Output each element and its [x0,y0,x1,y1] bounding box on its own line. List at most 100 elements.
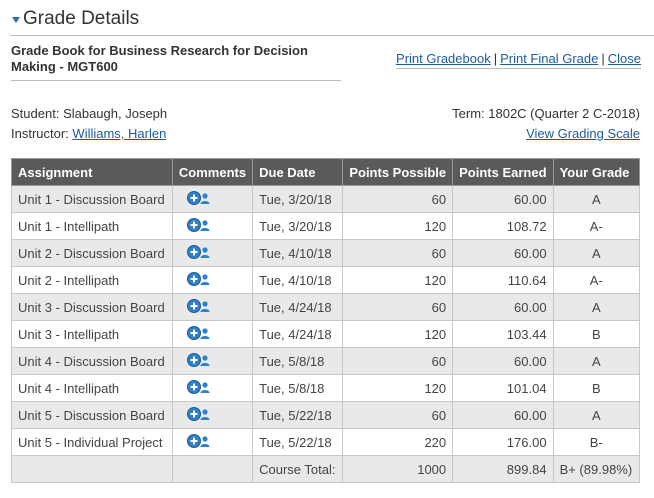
points-possible-cell: 120 [342,320,454,348]
view-grading-scale-link[interactable]: View Grading Scale [526,126,640,141]
student-info: Student: Slabaugh, Joseph Instructor: Wi… [11,104,167,144]
instructor-name-link[interactable]: Williams, Harlen [72,126,167,141]
close-link[interactable]: Close [607,51,641,66]
table-row: Unit 4 - Discussion Board Tue, 5/8/18 60 60… [11,347,641,375]
table-row: Unit 1 - Intellipath Tue, 3/20/18 120 108.7… [11,212,641,240]
comment-add-user-icon[interactable] [186,406,211,425]
due-date-cell: Tue, 4/10/18 [252,266,344,294]
comments-cell [171,374,254,402]
points-earned-cell: 60.00 [452,347,554,375]
points-possible-cell: 60 [342,293,454,321]
assignment-cell: Unit 2 - Intellipath [11,266,173,294]
grades-table: Assignment Comments Due Date Points Poss… [11,158,641,483]
comments-cell [171,428,254,456]
assignment-cell: Unit 5 - Discussion Board [11,401,173,429]
due-date-cell: Tue, 3/20/18 [252,185,344,213]
points-earned-cell: 108.72 [452,212,554,240]
points-earned-cell: 60.00 [452,239,554,267]
points-earned-cell: 101.04 [452,374,554,402]
table-row: Unit 4 - Intellipath Tue, 5/8/18 120 101.04… [11,374,641,402]
comment-add-user-icon[interactable] [186,244,211,263]
comments-cell [171,212,254,240]
total-points-possible: 1000 [342,455,454,483]
points-earned-cell: 60.00 [452,293,554,321]
comments-cell [171,293,254,321]
table-row: Unit 2 - Intellipath Tue, 4/10/18 120 110.6… [11,266,641,294]
comments-cell [171,185,254,213]
student-label: Student: [11,106,60,121]
due-date-cell: Tue, 5/22/18 [252,401,344,429]
due-date-cell: Tue, 4/10/18 [252,239,344,267]
table-row: Unit 5 - Individual Project Tue, 5/22/18 2… [11,428,641,456]
table-row: Unit 1 - Discussion Board Tue, 3/20/18 60 6… [11,185,641,213]
comment-add-user-icon[interactable] [186,352,211,371]
table-body: Unit 1 - Discussion Board Tue, 3/20/18 60 6… [11,185,641,483]
gradebook-actions: Print Gradebook | Print Final Grade | Close [396,51,641,69]
grade-cell: A [552,347,641,375]
comment-add-user-icon[interactable] [186,379,211,398]
points-possible-cell: 120 [342,266,454,294]
comment-add-user-icon[interactable] [186,325,211,344]
grade-cell: A [552,185,641,213]
points-possible-cell: 120 [342,374,454,402]
col-header-assignment[interactable]: Assignment [11,158,173,186]
term-text: Term: 1802C (Quarter 2 C-2018) [452,106,640,121]
comment-add-user-icon[interactable] [186,433,211,452]
col-header-your-grade[interactable]: Your Grade [552,158,641,186]
assignment-cell: Unit 5 - Individual Project [11,428,173,456]
separator: | [493,51,498,66]
due-date-cell: Tue, 5/22/18 [252,428,344,456]
comments-cell [171,347,254,375]
comment-add-user-icon[interactable] [186,271,211,290]
comments-cell [171,266,254,294]
due-date-cell: Tue, 3/20/18 [252,212,344,240]
points-possible-cell: 60 [342,239,454,267]
grade-cell: A [552,239,641,267]
due-date-cell: Tue, 4/24/18 [252,320,344,348]
points-earned-cell: 176.00 [452,428,554,456]
assignment-cell: Unit 4 - Discussion Board [11,347,173,375]
points-possible-cell: 120 [342,212,454,240]
assignment-cell: Unit 3 - Intellipath [11,320,173,348]
total-grade: B+ (89.98%) [552,455,641,483]
grade-details-header: Grade Details [10,6,654,36]
table-row: Unit 3 - Intellipath Tue, 4/24/18 120 103.4… [11,320,641,348]
grade-cell: A [552,401,641,429]
comment-add-user-icon[interactable] [186,217,211,236]
instructor-label: Instructor: [11,126,69,141]
print-gradebook-link[interactable]: Print Gradebook [396,51,491,66]
comments-cell [171,239,254,267]
points-possible-cell: 60 [342,401,454,429]
col-header-comments[interactable]: Comments [171,158,254,186]
print-final-grade-link[interactable]: Print Final Grade [500,51,599,66]
assignment-cell: Unit 3 - Discussion Board [11,293,173,321]
total-points-earned: 899.84 [452,455,554,483]
caret-down-icon[interactable] [12,17,20,23]
gradebook-title: Grade Book for Business Research for Dec… [11,43,341,81]
assignment-cell: Unit 2 - Discussion Board [11,239,173,267]
grade-cell: B [552,374,641,402]
empty-cell [11,455,173,483]
col-header-due-date[interactable]: Due Date [252,158,344,186]
assignment-cell: Unit 1 - Discussion Board [11,185,173,213]
comment-add-user-icon[interactable] [186,190,211,209]
student-line: Student: Slabaugh, Joseph [11,104,167,124]
term-info: Term: 1802C (Quarter 2 C-2018) View Grad… [452,104,640,144]
grade-cell: A- [552,266,641,294]
table-row: Unit 5 - Discussion Board Tue, 5/22/18 60 6… [11,401,641,429]
points-earned-cell: 60.00 [452,185,554,213]
points-possible-cell: 60 [342,185,454,213]
due-date-cell: Tue, 5/8/18 [252,347,344,375]
table-row: Unit 3 - Discussion Board Tue, 4/24/18 60 6… [11,293,641,321]
comment-add-user-icon[interactable] [186,298,211,317]
col-header-points-possible[interactable]: Points Possible [342,158,454,186]
comments-cell [171,320,254,348]
grade-cell: B [552,320,641,348]
col-header-points-earned[interactable]: Points Earned [452,158,554,186]
grade-cell: A [552,293,641,321]
points-earned-cell: 103.44 [452,320,554,348]
instructor-line: Instructor: Williams, Harlen [11,124,167,144]
table-row: Unit 2 - Discussion Board Tue, 4/10/18 60 6… [11,239,641,267]
separator: | [601,51,605,66]
assignment-cell: Unit 4 - Intellipath [11,374,173,402]
